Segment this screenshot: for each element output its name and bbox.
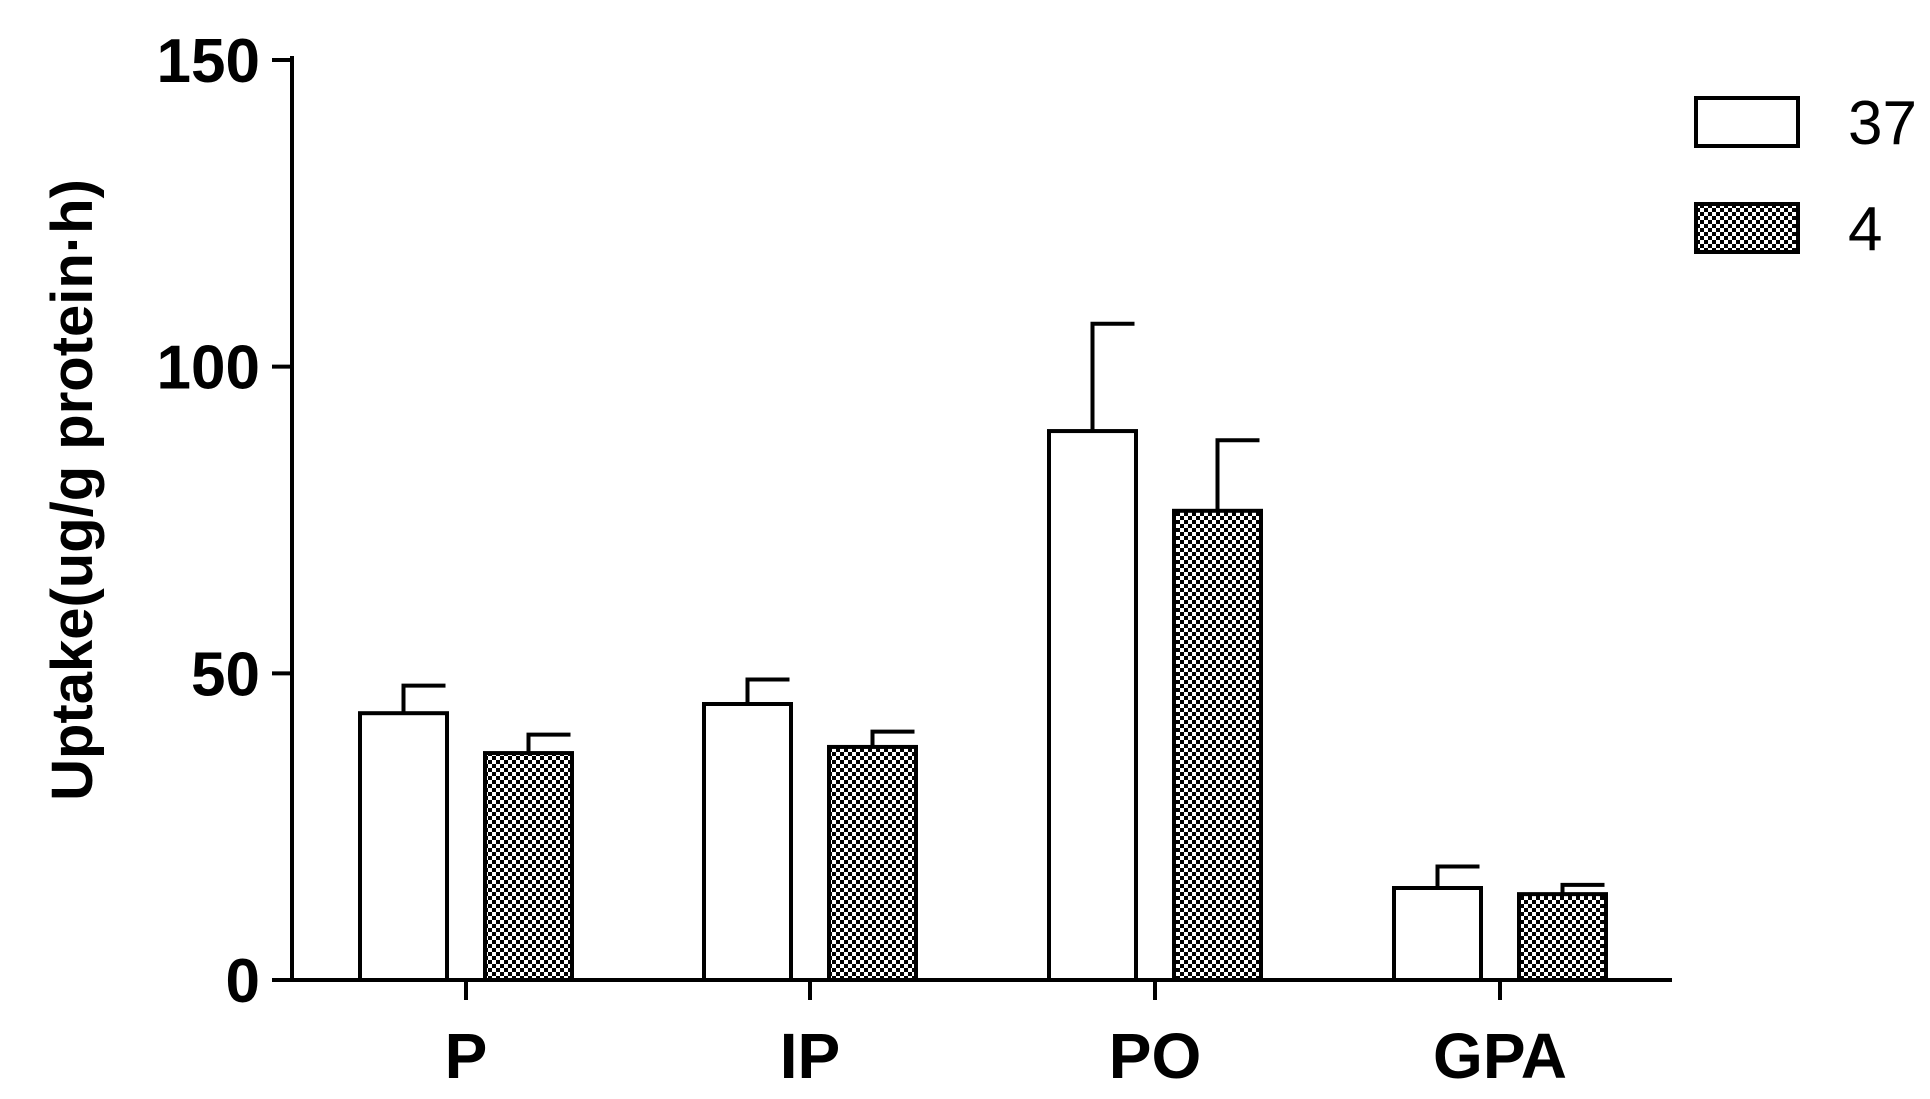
error-bar-gpa-4 (1560, 882, 1605, 895)
legend-label: 37 (1848, 89, 1917, 158)
legend: 37 4 (1694, 89, 1917, 264)
error-bar-p-4 (526, 732, 571, 754)
x-axis-ticks: P IP PO GPA (445, 980, 1567, 1092)
bar-ip-37 (702, 702, 793, 982)
bar-p-37 (358, 711, 449, 982)
bar-po-4 (1172, 508, 1263, 982)
error-bar-p-37 (401, 683, 446, 714)
legend-swatch (1694, 202, 1800, 254)
error-bar-gpa-37 (1435, 864, 1480, 888)
bar-po-37 (1047, 429, 1138, 983)
x-tick-label: PO (1109, 1020, 1201, 1092)
legend-swatch (1694, 96, 1800, 148)
y-tick-label: 150 (157, 27, 260, 96)
y-tick-label: 0 (226, 947, 260, 1016)
error-bar-ip-37 (745, 677, 790, 704)
bar-ip-4 (827, 744, 918, 983)
bars (358, 429, 1608, 983)
x-tick-label: GPA (1433, 1020, 1567, 1092)
x-tick-label: IP (780, 1020, 840, 1092)
bar-p-4 (483, 751, 574, 982)
y-axis-ticks: 0 50 100 150 (157, 27, 292, 1016)
y-axis-label: Uptake(ug/g protein·h) (40, 179, 105, 801)
error-bar-po-4 (1215, 438, 1260, 511)
bar-gpa-4 (1517, 892, 1608, 983)
bar-gpa-37 (1392, 886, 1483, 982)
error-bars (401, 321, 1605, 895)
y-tick-label: 100 (157, 334, 260, 403)
x-tick-label: P (445, 1020, 488, 1092)
legend-label: 4 (1848, 195, 1882, 264)
error-bar-ip-4 (870, 729, 915, 747)
y-tick-label: 50 (191, 640, 260, 709)
error-bar-po-37 (1090, 321, 1135, 432)
